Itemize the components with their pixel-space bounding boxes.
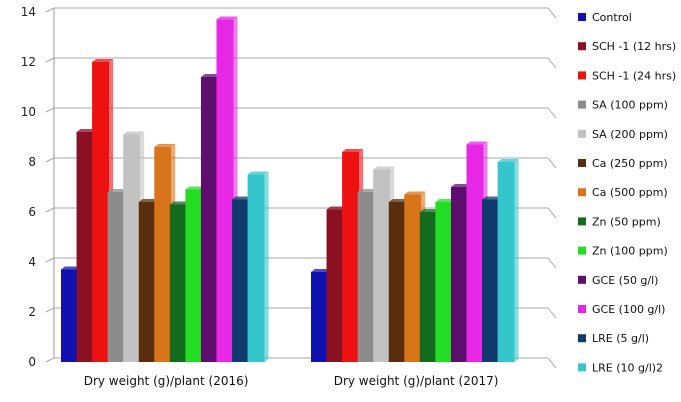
y-tick-label: 4 xyxy=(28,255,36,269)
legend-swatch xyxy=(578,100,586,109)
gridline-floor-edge xyxy=(45,57,55,63)
gridline-floor-edge xyxy=(45,7,55,13)
y-tick-label: 8 xyxy=(28,155,36,169)
legend-label: Zn (100 ppm) xyxy=(592,245,668,258)
gridline-side-edge xyxy=(547,357,557,369)
bar-top xyxy=(373,166,395,170)
bar-top xyxy=(123,131,145,135)
bar-front xyxy=(497,162,515,362)
bar-side xyxy=(264,171,269,362)
bar-front xyxy=(247,174,265,362)
bar-front xyxy=(466,144,484,362)
legend-swatch xyxy=(578,363,586,372)
legend-swatch xyxy=(578,71,586,80)
bar-front xyxy=(107,192,125,362)
legend-swatch xyxy=(578,275,586,284)
legend-label: SA (100 ppm) xyxy=(592,99,668,112)
legend-label: LRE (5 g/l) xyxy=(592,332,649,345)
bar-top xyxy=(404,191,426,195)
gridline-floor-edge xyxy=(45,257,55,263)
bar-front xyxy=(154,147,172,362)
legend-swatch xyxy=(578,305,586,313)
legend-swatch xyxy=(578,129,586,138)
bar-front xyxy=(388,202,406,362)
legend-label: GCE (50 g/l) xyxy=(592,274,658,287)
gridline-side-edge xyxy=(547,107,557,119)
legend-swatch xyxy=(578,13,586,21)
bar-front xyxy=(61,269,78,362)
legend: Control SCH -1 (12 hrs) SCH -1 (24 hrs) SA … xyxy=(578,11,676,374)
gridline-side-edge xyxy=(547,307,557,319)
legend-label: SA (200 ppm) xyxy=(592,128,668,141)
bar-front xyxy=(342,152,360,362)
bar-front xyxy=(357,192,375,362)
legend-label: Ca (250 ppm) xyxy=(592,157,668,170)
gridline-side-edge xyxy=(547,57,557,69)
legend-swatch xyxy=(578,159,586,167)
bar-front xyxy=(200,77,218,362)
legend-swatch xyxy=(578,42,586,51)
bar-top xyxy=(154,144,176,147)
y-tick-label: 0 xyxy=(28,355,36,369)
legend-swatch xyxy=(578,217,586,226)
gridline-side-edge xyxy=(547,157,557,169)
x-category-label: Dry weight (g)/plant (2016) xyxy=(84,374,249,388)
legend-label: Control xyxy=(592,11,632,24)
bar-front xyxy=(169,204,187,362)
bar-front xyxy=(404,194,422,362)
bar-top xyxy=(247,171,269,175)
y-tick-label: 12 xyxy=(21,55,36,69)
bar-front xyxy=(326,209,344,362)
bar-front xyxy=(92,62,110,362)
gridline-side-edge xyxy=(547,7,557,19)
bar-front xyxy=(450,187,468,362)
legend-swatch xyxy=(578,246,586,255)
bar-top xyxy=(92,59,114,62)
legend-label: GCE (100 g/l) xyxy=(592,303,665,316)
bar-front xyxy=(435,202,453,362)
bar-front xyxy=(311,272,328,362)
bar-side xyxy=(514,159,519,362)
bar-front xyxy=(216,19,234,362)
bar-front xyxy=(482,199,500,362)
x-category-label: Dry weight (g)/plant (2017) xyxy=(334,374,499,388)
bars xyxy=(61,16,519,362)
gridline-floor-edge xyxy=(45,357,55,363)
bar xyxy=(497,159,519,362)
y-tick-label: 14 xyxy=(21,5,36,19)
gridline-floor-edge xyxy=(45,107,55,113)
bar-front xyxy=(232,199,250,362)
bar-front xyxy=(138,202,156,362)
gridline-floor-edge xyxy=(45,307,55,313)
y-tick-label: 10 xyxy=(21,105,36,119)
gridline-side-edge xyxy=(547,207,557,219)
legend-label: SCH -1 (12 hrs) xyxy=(592,40,676,53)
legend-label: Zn (50 ppm) xyxy=(592,215,661,228)
bar-front xyxy=(373,169,391,362)
x-axis-categories: Dry weight (g)/plant (2016) Dry weight (g… xyxy=(84,374,499,388)
legend-label: SCH -1 (24 hrs) xyxy=(592,69,676,82)
bar-top xyxy=(497,159,519,162)
gridline-floor-edge xyxy=(45,207,55,213)
legend-label: LRE (10 g/l)2 xyxy=(592,361,663,374)
bar-top xyxy=(216,16,238,20)
bar xyxy=(247,171,269,362)
y-axis-ticks: 0 2 4 6 8 10 12 14 xyxy=(21,5,36,369)
y-tick-label: 2 xyxy=(28,305,36,319)
bar-front xyxy=(185,189,203,362)
y-tick-label: 6 xyxy=(28,205,36,219)
bar-front xyxy=(76,132,94,362)
legend-swatch xyxy=(578,188,586,197)
gridline-side-edge xyxy=(547,257,557,269)
legend-label: Ca (500 ppm) xyxy=(592,186,668,199)
bar-front xyxy=(419,212,437,362)
gridline-floor-edge xyxy=(45,157,55,163)
bar-top xyxy=(466,141,488,145)
bar-front xyxy=(123,134,141,362)
bar-top xyxy=(342,149,364,152)
legend-swatch xyxy=(578,334,586,343)
